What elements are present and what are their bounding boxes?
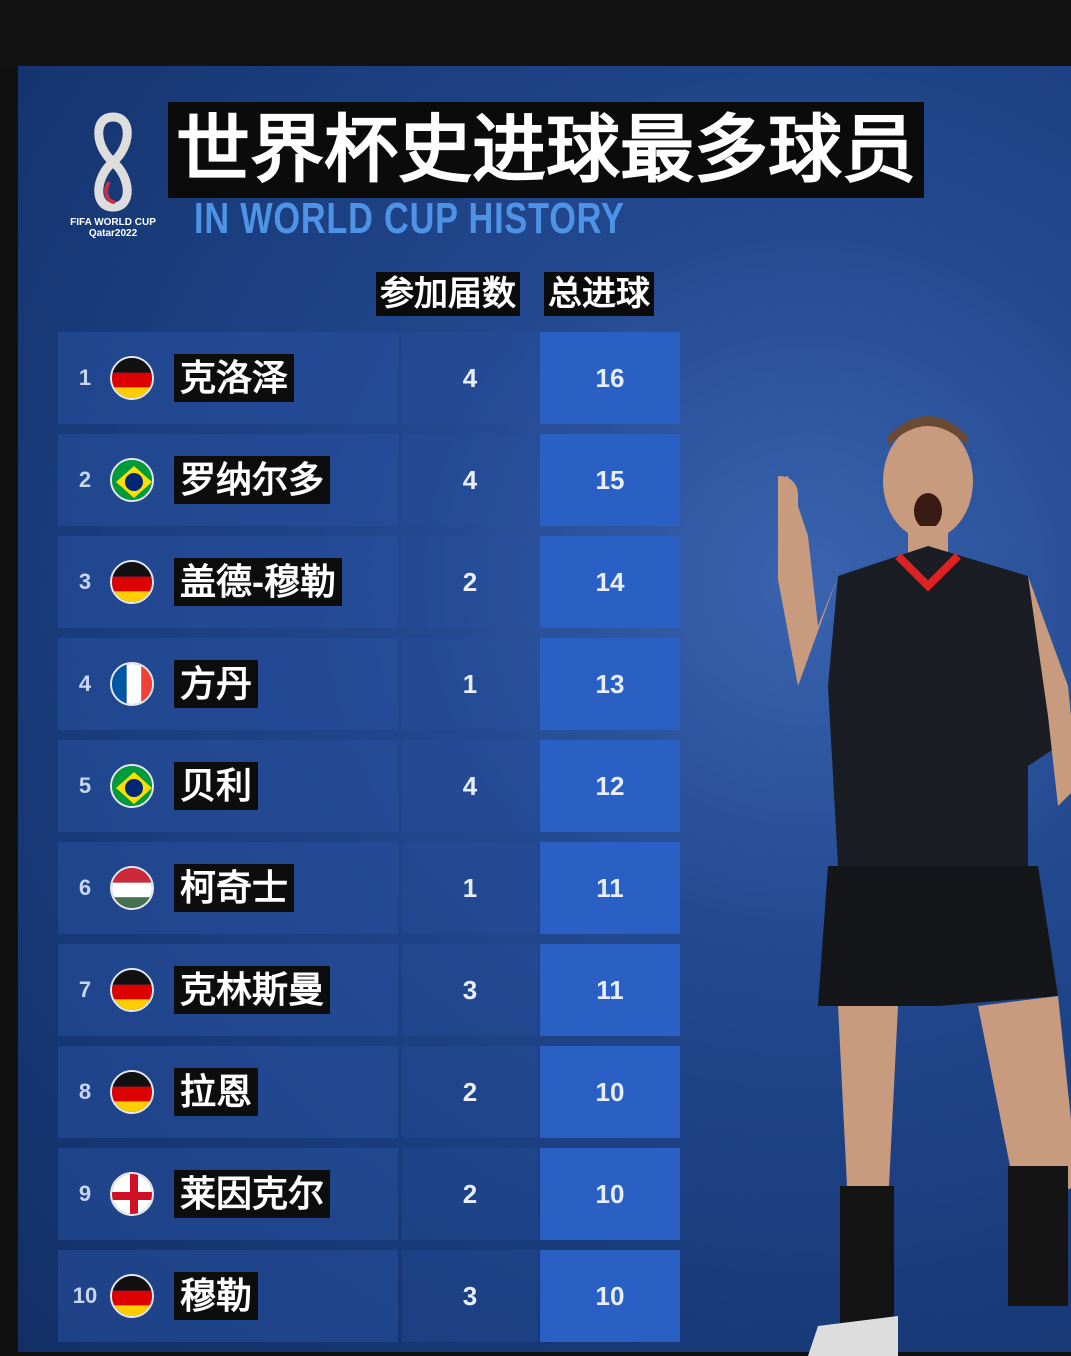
player-name: 盖德-穆勒 — [174, 558, 342, 606]
rank: 10 — [72, 1283, 98, 1308]
fifa-logo: FIFA WORLD CUP Qatar2022 — [58, 112, 168, 239]
france-flag-icon — [110, 662, 154, 706]
goals-cell: 10 — [540, 1148, 680, 1240]
header-appearances: 参加届数 — [376, 272, 520, 316]
logo-line1: FIFA WORLD CUP — [70, 217, 156, 228]
table-row: 1 克洛泽 4 16 — [58, 332, 680, 424]
goals-cell: 13 — [540, 638, 680, 730]
subtitle: IN WORLD CUP HISTORY — [194, 194, 625, 243]
germany-flag-icon — [110, 1274, 154, 1318]
brazil-flag-icon — [110, 458, 154, 502]
player-name: 穆勒 — [174, 1272, 259, 1320]
name-cell: 7 克林斯曼 — [58, 944, 398, 1036]
name-cell: 3 盖德-穆勒 — [58, 536, 398, 628]
germany-flag-icon — [110, 356, 154, 400]
goals-cell: 16 — [540, 332, 680, 424]
player-name: 罗纳尔多 — [174, 456, 331, 504]
goals-cell: 14 — [540, 536, 680, 628]
player-name: 拉恩 — [174, 1068, 259, 1116]
goals-cell: 10 — [540, 1250, 680, 1342]
poster: FIFA WORLD CUP Qatar2022 世界杯史进球最多球员 IN W… — [18, 66, 1071, 1356]
name-cell: 5 贝利 — [58, 740, 398, 832]
table-row: 9 莱因克尔 2 10 — [58, 1148, 680, 1240]
germany-flag-icon — [110, 1070, 154, 1114]
appearances-cell: 3 — [402, 1250, 538, 1342]
top-bar — [0, 0, 1071, 66]
goals-cell: 12 — [540, 740, 680, 832]
table-row: 5 贝利 4 12 — [58, 740, 680, 832]
rank: 2 — [78, 467, 92, 492]
table-row: 7 克林斯曼 3 11 — [58, 944, 680, 1036]
table-row: 8 拉恩 2 10 — [58, 1046, 680, 1138]
rank: 5 — [78, 773, 92, 798]
player-name: 柯奇士 — [174, 864, 295, 912]
page-title: 世界杯史进球最多球员 — [168, 102, 924, 198]
rank: 1 — [78, 365, 92, 390]
appearances-cell: 3 — [402, 944, 538, 1036]
goals-cell: 11 — [540, 842, 680, 934]
appearances-cell: 1 — [402, 842, 538, 934]
table-row: 3 盖德-穆勒 2 14 — [58, 536, 680, 628]
name-cell: 9 莱因克尔 — [58, 1148, 398, 1240]
table-row: 4 方丹 1 13 — [58, 638, 680, 730]
rank: 9 — [78, 1181, 92, 1206]
appearances-cell: 4 — [402, 740, 538, 832]
header-goals: 总进球 — [544, 272, 654, 316]
name-cell: 10 穆勒 — [58, 1250, 398, 1342]
rank: 7 — [78, 977, 92, 1002]
goals-cell: 15 — [540, 434, 680, 526]
table-row: 10 穆勒 3 10 — [58, 1250, 680, 1342]
table-row: 6 柯奇士 1 11 — [58, 842, 680, 934]
player-name: 贝利 — [174, 762, 259, 810]
goals-cell: 10 — [540, 1046, 680, 1138]
appearances-cell: 4 — [402, 332, 538, 424]
germany-flag-icon — [110, 560, 154, 604]
hungary-flag-icon — [110, 866, 154, 910]
name-cell: 6 柯奇士 — [58, 842, 398, 934]
player-photo — [778, 416, 1071, 1356]
appearances-cell: 2 — [402, 536, 538, 628]
name-cell: 4 方丹 — [58, 638, 398, 730]
world-cup-emblem-icon — [94, 112, 132, 212]
name-cell: 1 克洛泽 — [58, 332, 398, 424]
germany-flag-icon — [110, 968, 154, 1012]
appearances-cell: 1 — [402, 638, 538, 730]
rank: 6 — [78, 875, 92, 900]
player-name: 克林斯曼 — [174, 966, 331, 1014]
table-row: 2 罗纳尔多 4 15 — [58, 434, 680, 526]
appearances-cell: 2 — [402, 1148, 538, 1240]
rank: 8 — [78, 1079, 92, 1104]
goals-cell: 11 — [540, 944, 680, 1036]
appearances-cell: 4 — [402, 434, 538, 526]
player-name: 莱因克尔 — [174, 1170, 331, 1218]
brazil-flag-icon — [110, 764, 154, 808]
rank: 4 — [78, 671, 92, 696]
player-name: 方丹 — [174, 660, 259, 708]
rank: 3 — [78, 569, 92, 594]
player-name: 克洛泽 — [174, 354, 295, 402]
logo-line2: Qatar2022 — [88, 228, 138, 239]
appearances-cell: 2 — [402, 1046, 538, 1138]
name-cell: 8 拉恩 — [58, 1046, 398, 1138]
name-cell: 2 罗纳尔多 — [58, 434, 398, 526]
england-flag-icon — [110, 1172, 154, 1216]
